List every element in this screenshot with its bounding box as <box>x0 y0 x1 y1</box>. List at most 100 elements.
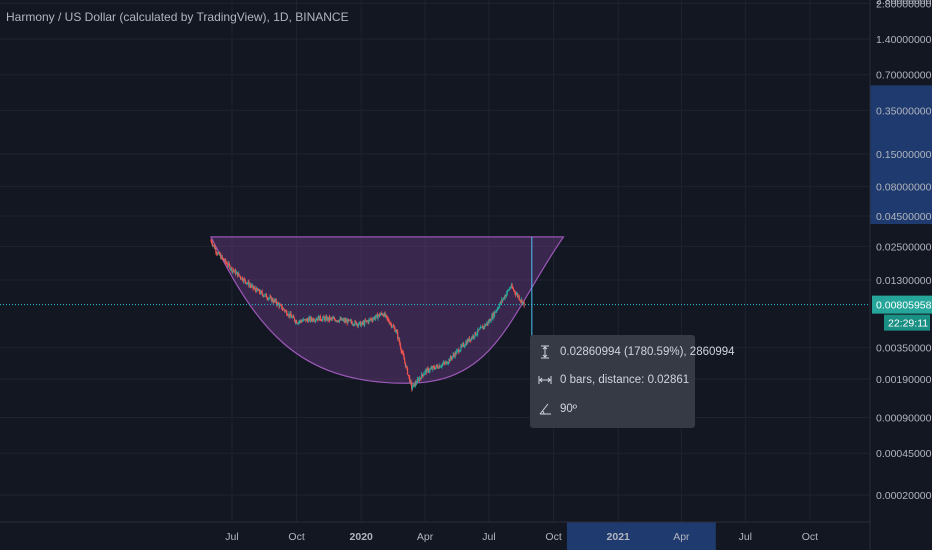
candle-body <box>287 315 289 317</box>
candle-body <box>363 322 365 325</box>
price-tick-label: 0.00090000 <box>876 413 932 425</box>
candle-body <box>518 296 520 300</box>
candle-body <box>232 270 235 272</box>
candle-body <box>487 321 489 324</box>
candle-body <box>303 319 305 321</box>
candle-body <box>232 270 234 272</box>
time-tick-label: 2020 <box>350 531 374 543</box>
candle-body <box>245 281 247 284</box>
candle-body <box>307 319 309 323</box>
candle-body <box>321 320 323 322</box>
candle-body <box>316 318 318 320</box>
candle-body <box>293 318 296 321</box>
candle-body <box>444 363 446 365</box>
candle-body <box>302 320 304 322</box>
candle-body <box>501 299 503 301</box>
candle-body <box>344 319 346 322</box>
price-tick-label: 0.00045000 <box>876 448 932 460</box>
candle-body <box>408 374 410 377</box>
candle-body <box>229 269 232 271</box>
candle-body <box>515 293 517 295</box>
candle-body <box>421 373 423 376</box>
candle-body <box>406 367 409 375</box>
candle-body <box>365 320 367 322</box>
candle-body <box>215 248 217 253</box>
candle-body <box>319 315 321 321</box>
candle-body <box>342 319 344 321</box>
candle-body <box>450 356 452 358</box>
time-axis[interactable]: Jul Oct 2020 Apr Jul Oct 2021 Apr Jul Oct <box>225 531 818 543</box>
candle-body <box>366 320 368 322</box>
tooltip-price-change: 0.02860994 (1780.59%), 2860994 <box>560 346 735 358</box>
candle-body <box>425 369 428 373</box>
candle-body <box>423 373 425 375</box>
candle-body <box>329 316 331 320</box>
candle-body <box>386 316 388 319</box>
candle-body <box>227 263 230 266</box>
candle-body <box>281 308 284 310</box>
candle-body <box>484 324 486 328</box>
candle-body <box>227 265 229 267</box>
candle-body <box>329 317 331 320</box>
candle-body <box>491 315 493 321</box>
candle-body <box>238 273 240 276</box>
axis-highlight <box>566 85 932 550</box>
candle-body <box>246 283 248 285</box>
candle-body <box>296 323 298 325</box>
candle-body <box>343 319 345 322</box>
candle-body <box>260 290 263 292</box>
candle-body <box>360 323 362 327</box>
candle-body <box>267 298 270 300</box>
candle-body <box>481 326 483 328</box>
candle-body <box>301 320 303 322</box>
candle-body <box>258 289 260 293</box>
candle-body <box>228 263 230 266</box>
candle-body <box>295 320 297 323</box>
candle-body <box>381 313 383 315</box>
candle-body <box>352 324 354 326</box>
candle-body <box>417 379 419 381</box>
candle-body <box>443 362 445 364</box>
candle-body <box>236 272 238 274</box>
candle-body <box>356 323 358 326</box>
candle-body <box>433 366 435 369</box>
candle-body <box>275 299 277 304</box>
candle-body <box>288 313 290 316</box>
price-axis[interactable]: 2.80000000 1.40000000 0.70000000 0.35000000… <box>876 0 932 502</box>
cup-shape-drawing[interactable] <box>209 236 565 384</box>
vertical-range-icon <box>538 345 552 359</box>
candle-body <box>446 361 448 365</box>
candle-body <box>297 323 299 325</box>
candle-body <box>260 290 262 294</box>
candle-body <box>479 328 481 330</box>
candle-body <box>212 245 214 247</box>
candle-body <box>314 320 316 322</box>
candle-body <box>515 294 517 296</box>
candle-body <box>286 314 289 316</box>
candle-body <box>215 252 218 254</box>
candle-body <box>409 380 411 383</box>
candle-body <box>420 378 422 380</box>
candle-body <box>258 289 260 292</box>
candle-body <box>456 350 458 355</box>
candle-body <box>393 326 395 328</box>
candle-body <box>468 338 470 342</box>
candle-body <box>523 301 525 307</box>
candle-body <box>221 255 223 258</box>
candle-body <box>476 333 478 335</box>
candle-body <box>382 314 384 316</box>
candle-body <box>323 316 325 318</box>
candle-body <box>310 317 312 320</box>
candle-body <box>378 314 381 317</box>
countdown-value: 22:29:11 <box>888 318 928 330</box>
candle-body <box>500 301 502 303</box>
candle-body <box>305 318 308 322</box>
angle-icon <box>538 402 552 416</box>
candle-body <box>332 318 334 320</box>
candle-body <box>428 368 430 372</box>
candle-body <box>385 314 387 317</box>
candle-body <box>338 321 340 323</box>
candle-body <box>255 288 258 292</box>
candle-body <box>432 366 434 370</box>
